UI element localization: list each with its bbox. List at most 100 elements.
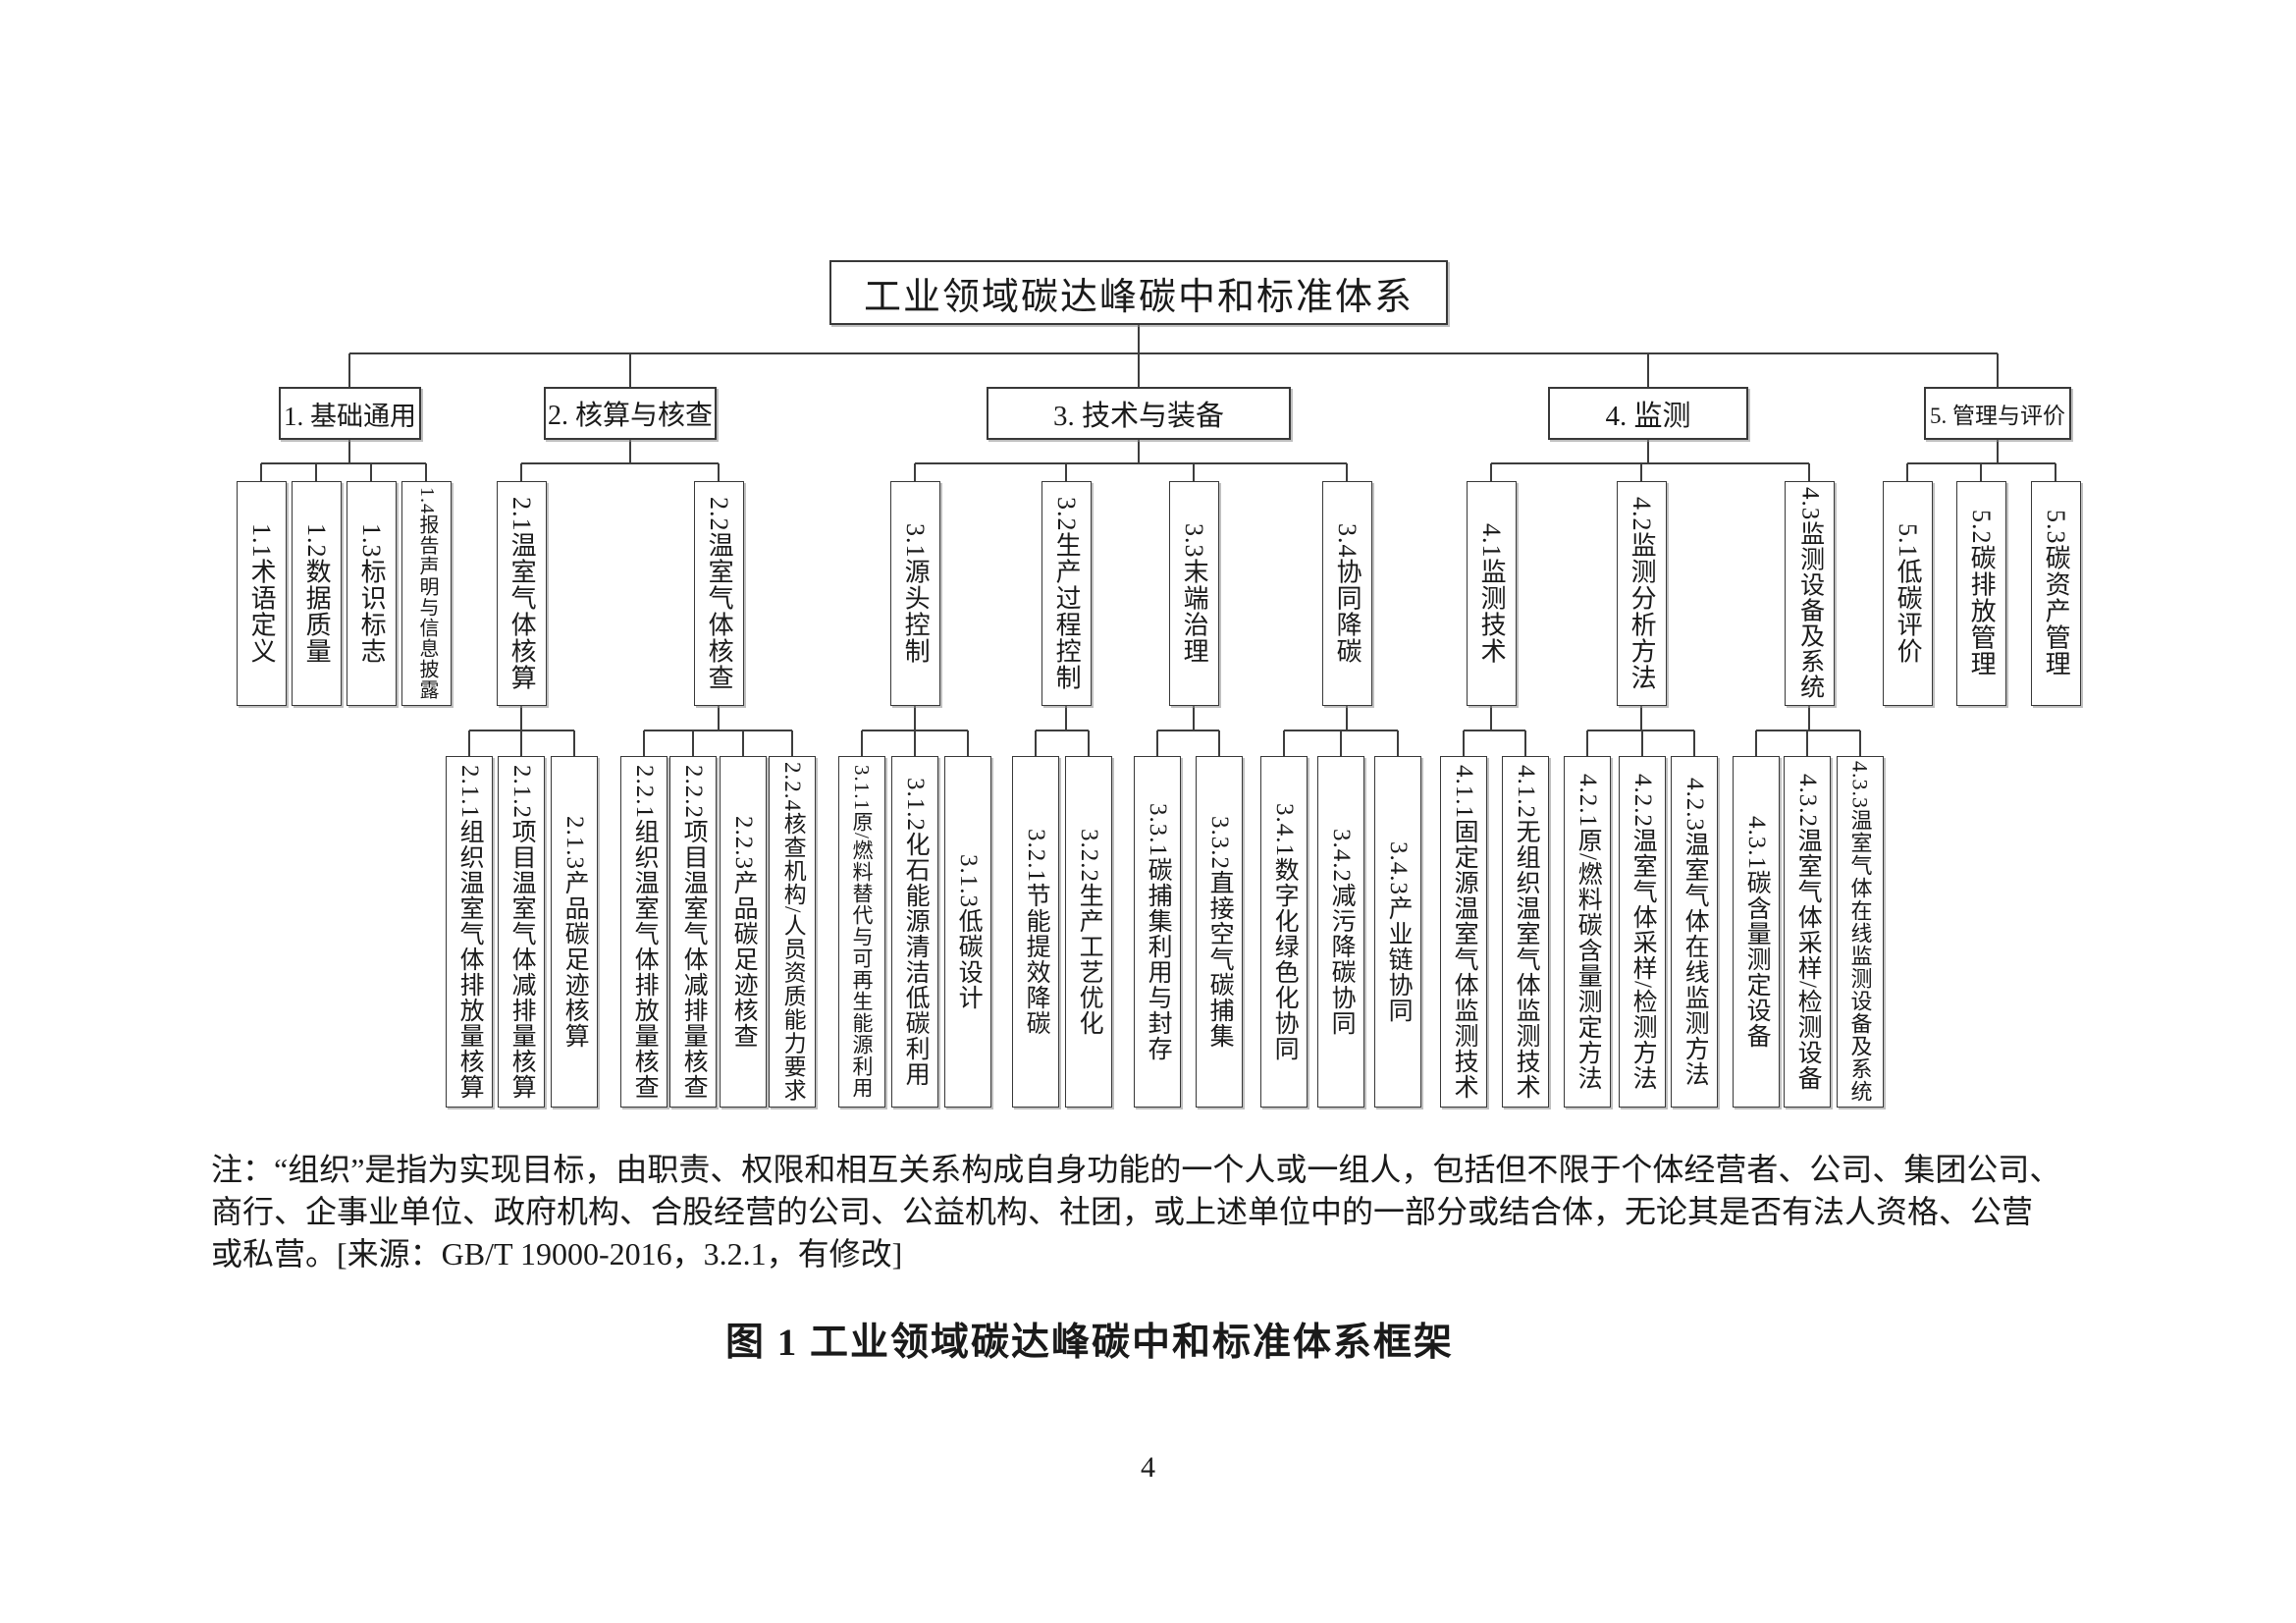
node-label-3-1-3: 3.1.3低碳设计 (955, 853, 983, 1010)
node-box-4-2-3: 4.2.3温室气体在线监测方法 (1671, 756, 1718, 1108)
node-label-4-1-2: 4.1.2无组织温室气体监测技术 (1513, 764, 1540, 1100)
node-box-2-2: 2.2温室气体核查 (694, 481, 744, 706)
branch-label-3: 3. 技术与装备 (1052, 401, 1224, 432)
figure-note-line-2: 商行、企事业单位、政府机构、合股经营的公司、公益机构、社团，或上述单位中的一部分… (211, 1194, 2034, 1229)
node-box-3-3-2: 3.3.2直接空气碳捕集 (1196, 756, 1243, 1108)
node-label-2-1-3: 2.1.3产品碳足迹核算 (561, 815, 589, 1049)
node-box-3-2-1: 3.2.1节能提效降碳 (1012, 756, 1059, 1108)
node-label-4-3-1: 4.3.1碳含量测定设备 (1743, 815, 1771, 1049)
node-box-5-1: 5.1低碳评价 (1883, 481, 1933, 706)
node-box-3-3: 3.3末端治理 (1169, 481, 1219, 706)
node-box-2-2-3: 2.2.3产品碳足迹核查 (720, 756, 767, 1108)
node-label-4-2-2: 4.2.2温室气体采样/检测方法 (1629, 773, 1657, 1091)
node-label-4-3: 4.3监测设备及系统 (1796, 487, 1824, 700)
node-box-4-3-1: 4.3.1碳含量测定设备 (1733, 756, 1780, 1108)
node-label-4-2-3: 4.2.3温室气体在线监测方法 (1682, 777, 1709, 1087)
node-label-3-2-1: 3.2.1节能提效降碳 (1023, 828, 1050, 1036)
node-box-4-3-2: 4.3.2温室气体采样/检测设备 (1784, 756, 1831, 1108)
node-box-3-4-1: 3.4.1数字化绿色化协同 (1260, 756, 1308, 1108)
node-box-3-1-3: 3.1.3低碳设计 (944, 756, 991, 1108)
node-box-3-4-3: 3.4.3产业链协同 (1374, 756, 1421, 1108)
node-label-5-1: 5.1低碳评价 (1894, 522, 1923, 665)
branch-box-1: 1. 基础通用 (279, 387, 421, 440)
node-box-3-2: 3.2生产过程控制 (1041, 481, 1092, 706)
node-label-3-1-2: 3.1.2化石能源清洁低碳利用 (902, 777, 930, 1087)
node-box-1-4: 1.4报告声明与信息披露 (401, 481, 452, 706)
branch-label-1: 1. 基础通用 (284, 401, 416, 431)
node-label-3-1: 3.1源头控制 (901, 522, 931, 665)
node-box-2-2-2: 2.2.2项目温室气体减排量核查 (669, 756, 717, 1108)
node-label-2-1: 2.1温室气体核算 (507, 496, 537, 691)
node-box-4-1-2: 4.1.2无组织温室气体监测技术 (1502, 756, 1549, 1108)
branch-box-5: 5. 管理与评价 (1924, 387, 2071, 440)
figure-note-line-3: 或私营。[来源：GB/T 19000-2016，3.2.1，有修改] (211, 1236, 903, 1271)
branch-box-4: 4. 监测 (1548, 387, 1748, 440)
node-label-4-3-2: 4.3.2温室气体采样/检测设备 (1794, 773, 1822, 1091)
node-box-2-1-1: 2.1.1组织温室气体排放量核算 (446, 756, 493, 1108)
node-box-2-2-1: 2.2.1组织温室气体排放量核查 (620, 756, 667, 1108)
branch-label-4: 4. 监测 (1605, 401, 1691, 432)
node-box-1-1: 1.1术语定义 (237, 481, 287, 706)
node-label-4-1-1: 4.1.1固定源温室气体监测技术 (1451, 764, 1478, 1100)
node-label-2-2-4: 2.2.4核查机构/人员资质能力要求 (780, 761, 806, 1103)
node-box-4-1-1: 4.1.1固定源温室气体监测技术 (1440, 756, 1487, 1108)
node-label-4-3-3: 4.3.3温室气体在线监测设备及系统 (1847, 761, 1873, 1103)
node-label-3-1-1: 3.1.1原/燃料替代与可再生能源利用 (850, 765, 875, 1099)
branch-label-2: 2. 核算与核查 (547, 401, 713, 431)
node-label-3-4-1: 3.4.1数字化绿色化协同 (1271, 802, 1299, 1061)
node-label-2-1-1: 2.1.1组织温室气体排放量核算 (456, 764, 484, 1100)
node-label-3-2: 3.2生产过程控制 (1052, 496, 1082, 691)
node-label-2-2-2: 2.2.2项目温室气体减排量核查 (680, 764, 708, 1100)
page-number: 4 (1141, 1451, 1155, 1484)
node-box-3-1-2: 3.1.2化石能源清洁低碳利用 (891, 756, 938, 1108)
root-node-label: 工业领域碳达峰碳中和标准体系 (863, 276, 1414, 318)
node-label-3-4: 3.4协同降碳 (1333, 522, 1362, 665)
node-label-1-3: 1.3标识标志 (357, 522, 387, 665)
branch-box-2: 2. 核算与核查 (544, 387, 717, 440)
node-box-4-3: 4.3监测设备及系统 (1785, 481, 1835, 706)
node-label-1-2: 1.2数据质量 (302, 522, 332, 665)
node-box-2-1: 2.1温室气体核算 (497, 481, 547, 706)
figure-note-line-1: 注：“组织”是指为实现目标，由职责、权限和相互关系构成自身功能的一个人或一组人，… (211, 1152, 2061, 1187)
node-label-3-4-3: 3.4.3产业链协同 (1385, 840, 1413, 1023)
node-box-1-3: 1.3标识标志 (347, 481, 397, 706)
node-box-3-4-2: 3.4.2减污降碳协同 (1317, 756, 1364, 1108)
node-box-4-2: 4.2监测分析方法 (1617, 481, 1667, 706)
node-box-2-2-4: 2.2.4核查机构/人员资质能力要求 (769, 756, 816, 1108)
node-label-4-2-1: 4.2.1原/燃料碳含量测定方法 (1575, 773, 1602, 1091)
node-label-3-4-2: 3.4.2减污降碳协同 (1328, 828, 1356, 1036)
branch-box-3: 3. 技术与装备 (987, 387, 1291, 440)
figure-note: 注：“组织”是指为实现目标，由职责、权限和相互关系构成自身功能的一个人或一组人，… (211, 1149, 2060, 1275)
node-box-4-3-3: 4.3.3温室气体在线监测设备及系统 (1837, 756, 1884, 1108)
node-box-4-1: 4.1监测技术 (1467, 481, 1517, 706)
node-label-1-1: 1.1术语定义 (247, 522, 277, 665)
node-box-2-1-3: 2.1.3产品碳足迹核算 (551, 756, 598, 1108)
node-box-2-1-2: 2.1.2项目温室气体减排量核算 (498, 756, 545, 1108)
node-box-3-3-1: 3.3.1碳捕集利用与封存 (1134, 756, 1181, 1108)
node-label-3-3-2: 3.3.2直接空气碳捕集 (1206, 815, 1234, 1049)
node-box-4-2-1: 4.2.1原/燃料碳含量测定方法 (1564, 756, 1611, 1108)
node-box-3-1: 3.1源头控制 (890, 481, 940, 706)
node-label-3-2-2: 3.2.2生产工艺优化 (1076, 828, 1103, 1036)
root-node-box: 工业领域碳达峰碳中和标准体系 (829, 260, 1448, 325)
node-label-2-2-3: 2.2.3产品碳足迹核查 (730, 815, 758, 1049)
node-box-4-2-2: 4.2.2温室气体采样/检测方法 (1619, 756, 1666, 1108)
node-box-3-1-1: 3.1.1原/燃料替代与可再生能源利用 (838, 756, 885, 1108)
node-label-5-3: 5.3碳资产管理 (2042, 510, 2071, 677)
node-label-2-2: 2.2温室气体核查 (705, 496, 734, 691)
branch-label-5: 5. 管理与评价 (1930, 404, 2065, 428)
figure-caption: 图 1 工业领域碳达峰碳中和标准体系框架 (725, 1322, 1455, 1364)
node-label-2-2-1: 2.2.1组织温室气体排放量核查 (631, 764, 659, 1100)
node-label-4-2: 4.2监测分析方法 (1628, 496, 1657, 691)
node-label-1-4: 1.4报告声明与信息披露 (416, 487, 438, 700)
node-box-3-4: 3.4协同降碳 (1322, 481, 1372, 706)
node-label-3-3-1: 3.3.1碳捕集利用与封存 (1145, 802, 1172, 1061)
node-label-4-1: 4.1监测技术 (1477, 522, 1507, 665)
node-box-1-2: 1.2数据质量 (292, 481, 342, 706)
node-label-3-3: 3.3末端治理 (1180, 522, 1209, 665)
node-label-5-2: 5.2碳排放管理 (1967, 510, 1997, 677)
node-label-2-1-2: 2.1.2项目温室气体减排量核算 (508, 764, 536, 1100)
node-box-5-3: 5.3碳资产管理 (2031, 481, 2081, 706)
